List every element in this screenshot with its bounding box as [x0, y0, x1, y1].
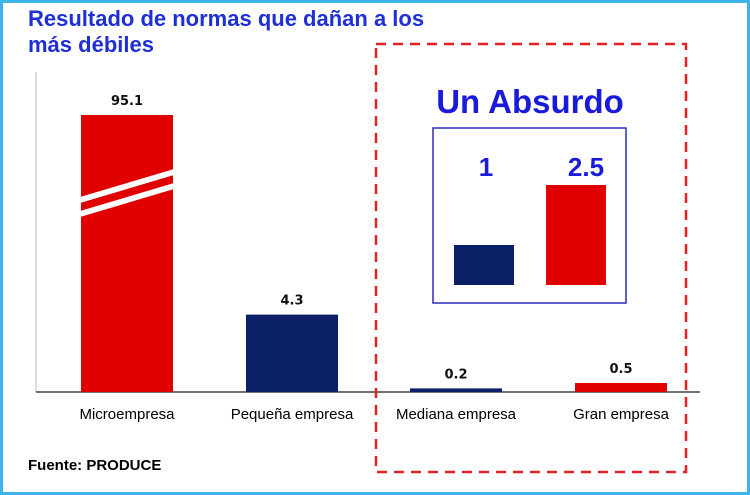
- chart-title: Resultado de normas que dañan a los más …: [28, 6, 425, 57]
- inset-bar-0: [454, 245, 514, 285]
- bar-3: [575, 383, 667, 392]
- value-label-2: 0.2: [444, 367, 467, 382]
- value-label-0: 95.1: [111, 94, 143, 109]
- inset-title: Un Absurdo: [436, 83, 624, 120]
- main-value-labels: 95.1 4.3 0.2 0.5: [111, 94, 633, 382]
- axis-break-stripe-1: [80, 169, 174, 203]
- inset-bars: [454, 185, 606, 285]
- inset-bar-1: [546, 185, 606, 285]
- bar-0: [81, 115, 173, 392]
- category-label-1: Pequeña empresa: [231, 406, 354, 423]
- bar-1: [246, 314, 338, 392]
- source-note: Fuente: PRODUCE: [28, 457, 162, 474]
- axis-break-marks: [80, 169, 174, 217]
- bar-2: [410, 388, 502, 392]
- category-label-2: Mediana empresa: [396, 406, 517, 423]
- inset-value-labels: 1 2.5: [479, 152, 604, 182]
- value-label-1: 4.3: [280, 294, 303, 309]
- inset-value-label-1: 2.5: [568, 152, 604, 182]
- inset-value-label-0: 1: [479, 152, 493, 182]
- highlight-dashed-box: [374, 42, 688, 474]
- category-label-3: Gran empresa: [573, 406, 670, 423]
- axis-break-stripe-2: [80, 183, 174, 217]
- main-bars: [81, 115, 667, 392]
- category-label-0: Microempresa: [79, 406, 175, 423]
- main-category-labels: Microempresa Pequeña empresa Mediana empre…: [79, 406, 669, 423]
- inset-box: [432, 127, 627, 304]
- value-label-3: 0.5: [609, 362, 632, 377]
